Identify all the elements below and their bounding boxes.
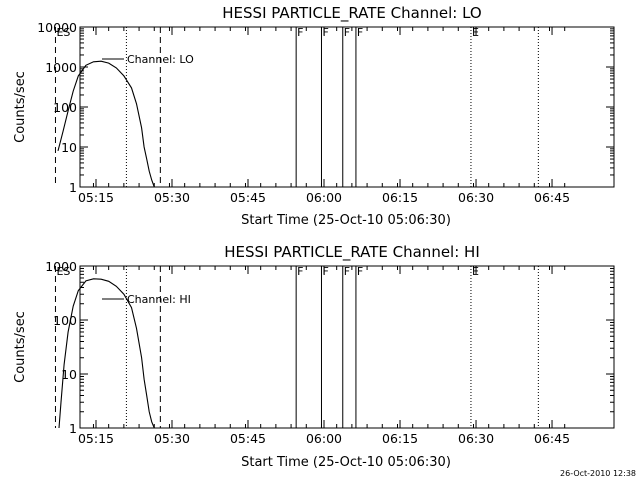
- series-line: [57, 60, 155, 188]
- series-lo: Channel: LO: [57, 53, 194, 188]
- x-tick-label: 06:00: [306, 190, 342, 205]
- plot-frame-hi: [79, 265, 615, 429]
- x-tick-label: 06:30: [458, 431, 494, 446]
- panel-lo: HESSI PARTICLE_RATE Channel: LO Start Ti…: [13, 4, 615, 228]
- x-tick-label: 05:45: [230, 431, 266, 446]
- event-marker-label: E: [472, 265, 479, 278]
- chart-title-hi: HESSI PARTICLE_RATE Channel: HI: [224, 243, 480, 262]
- y-tick-label: 100: [53, 313, 77, 328]
- legend-label: Channel: LO: [127, 53, 194, 66]
- x-tick-label: 06:15: [382, 431, 418, 446]
- x-tick-label: 06:00: [306, 431, 342, 446]
- y-axis-label-lo: Counts/sec: [13, 71, 28, 143]
- y-tick-label: 10: [61, 367, 77, 382]
- y-tick-label: 1000: [45, 259, 77, 274]
- event-marker-label: ES: [56, 265, 70, 278]
- y-axis-label-hi: Counts/sec: [13, 311, 28, 383]
- event-markers-hi: ES F F F F E: [54, 265, 539, 428]
- x-axis-label-hi: Start Time (25-Oct-10 05:06:30): [241, 455, 451, 470]
- y-tick-label: 10: [61, 140, 77, 155]
- x-tick-label: 06:45: [534, 431, 570, 446]
- event-marker-label: F: [357, 26, 363, 39]
- event-marker-label: F: [297, 265, 303, 278]
- y-tick-label: 10000: [37, 20, 77, 35]
- x-tick-label: 06:45: [534, 190, 570, 205]
- series-line: [58, 278, 155, 429]
- legend-label: Channel: HI: [127, 293, 191, 306]
- event-marker-label: ES: [56, 26, 70, 39]
- panel-hi: HESSI PARTICLE_RATE Channel: HI Start Ti…: [13, 243, 615, 470]
- y-tick-label: 1: [69, 421, 77, 436]
- series-hi: Channel: HI: [58, 278, 191, 429]
- axis-ticks-lo: 05:15 05:30 05:45 06:00 06:15 06:30 06:45 1 10 10…: [37, 20, 614, 205]
- event-markers-lo: ES F F F F E: [54, 26, 539, 187]
- x-tick-label: 05:45: [230, 190, 266, 205]
- event-marker-label: F: [322, 26, 328, 39]
- x-tick-label: 06:30: [458, 190, 494, 205]
- event-marker-label: F: [344, 265, 350, 278]
- x-tick-label: 05:15: [78, 190, 114, 205]
- axis-ticks-hi: 05:15 05:30 05:45 06:00 06:15 06:30 06:45 1 10 10…: [45, 259, 614, 446]
- event-marker-label: F: [344, 26, 350, 39]
- x-tick-label: 06:15: [382, 190, 418, 205]
- x-axis-label-lo: Start Time (25-Oct-10 05:06:30): [241, 213, 451, 228]
- x-tick-label: 05:30: [154, 431, 190, 446]
- x-tick-label: 05:30: [154, 190, 190, 205]
- y-tick-label: 100: [53, 100, 77, 115]
- event-marker-label: F: [297, 26, 303, 39]
- footer-timestamp: 26-Oct-2010 12:38: [560, 469, 636, 478]
- event-marker-label: E: [472, 26, 479, 39]
- event-marker-label: F: [322, 265, 328, 278]
- x-tick-label: 05:15: [78, 431, 114, 446]
- chart-title-lo: HESSI PARTICLE_RATE Channel: LO: [222, 4, 481, 23]
- event-marker-label: F: [357, 265, 363, 278]
- y-tick-label: 1000: [45, 60, 77, 75]
- y-tick-label: 1: [69, 180, 77, 195]
